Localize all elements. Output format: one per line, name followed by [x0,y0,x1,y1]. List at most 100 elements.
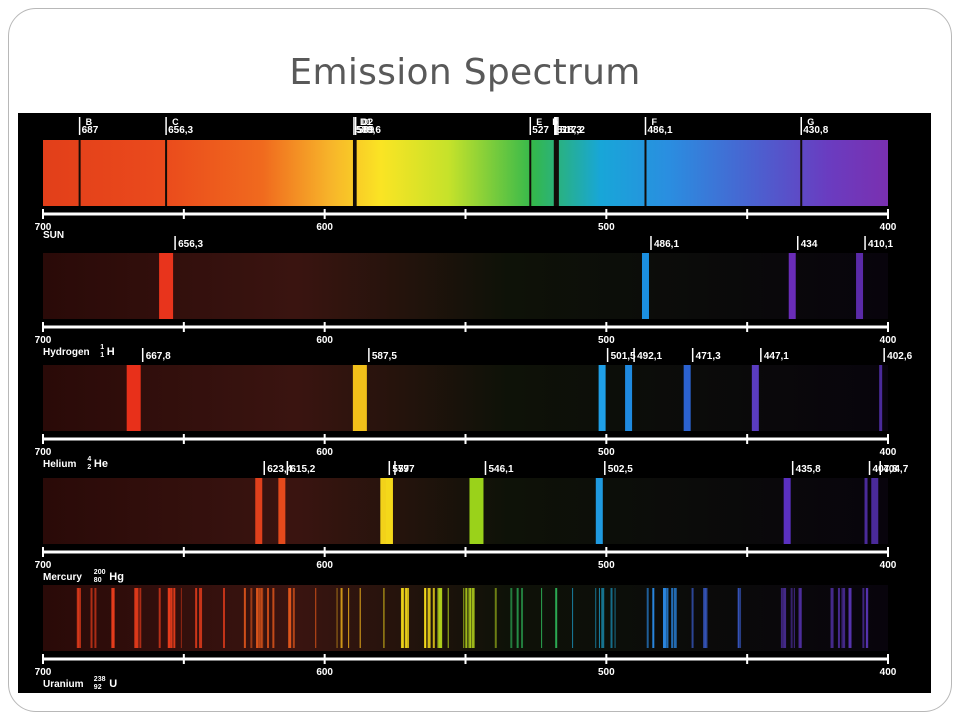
sun-axis-tick-label: 500 [598,222,615,233]
uranium-emission-line [848,588,852,648]
uranium-emission-line [348,588,350,648]
uranium-emission-line [288,588,292,648]
mercury-element-symbol: Hg [109,571,124,583]
sun-line-wavelength-label: 518,3 [557,125,582,136]
uranium-emission-line [223,588,226,648]
sun-absorption-line [644,140,647,206]
mercury-emission-line [595,478,603,544]
hydrogen-line-wavelength-label: 656,3 [178,239,203,250]
sun-line-wavelength-label: 517,2 [560,125,585,136]
helium-emission-line [683,365,691,431]
mercury-emission-line [278,478,286,544]
sun-line-wavelength-label: 486,1 [647,125,672,136]
sun-line-letter: C [172,117,179,127]
uranium-emission-line [272,588,275,648]
hydrogen-isotope-atomic-number: 1 [100,352,104,359]
uranium-emission-line [705,588,708,648]
uranium-axis-tick-label: 500 [598,667,615,678]
uranium-emission-line [664,588,667,648]
mercury-emission-line [871,478,879,544]
helium-line-wavelength-label: 402,6 [887,351,912,362]
uranium-emission-line [90,588,93,648]
sun-absorption-line [555,140,558,206]
helium-isotope-atomic-number: 2 [87,464,91,471]
mercury-emission-line [385,478,393,544]
uranium-emission-line [780,588,783,648]
uranium-emission-line [555,588,558,648]
sun-axis-tick-label: 400 [880,222,897,233]
uranium-emission-line [195,588,198,648]
helium-emission-line [751,365,759,431]
sun-spectrum-strip [43,140,888,206]
mercury-line-wavelength-label: 546,1 [488,464,513,475]
helium-emission-line [126,365,141,431]
helium-axis-tick-label: 400 [880,447,897,458]
hydrogen-element-name: Hydrogen [43,347,90,358]
uranium-axis-tick-label: 600 [316,667,333,678]
panel-helium: 667,8 587,5 501,5 492,1 471,3 447,1 402,6 700 60… [35,348,913,471]
hydrogen-axis-tick-label: 700 [35,335,52,346]
uranium-emission-line [258,588,261,648]
uranium-emission-line [737,588,739,648]
hydrogen-emission-line [856,253,864,319]
hydrogen-emission-line [788,253,796,319]
uranium-emission-line [406,588,410,648]
helium-element-symbol: He [94,458,108,470]
uranium-emission-line [383,588,385,648]
sun-element-name: SUN [43,230,64,241]
uranium-emission-line [843,588,846,648]
uranium-emission-line [783,588,787,648]
panel-hydrogen: 656,3 486,1 434 410,1 700 600 500 400 Hydrogen 11… [35,236,897,359]
uranium-emission-line [243,588,246,648]
uranium-emission-line [691,588,694,648]
uranium-emission-line [798,588,801,648]
uranium-emission-line [673,588,677,648]
sun-axis-tick-label: 600 [316,222,333,233]
uranium-emission-line [427,588,431,648]
mercury-element-name: Mercury [43,572,82,583]
uranium-emission-line [94,588,97,648]
uranium-emission-line [830,588,834,648]
helium-emission-line [352,365,367,431]
uranium-emission-line [601,588,605,648]
uranium-emission-line [652,588,655,648]
uranium-emission-line [866,588,869,648]
uranium-emission-line [167,588,171,648]
hydrogen-element-symbol: H [107,346,115,358]
uranium-emission-line [494,588,497,648]
uranium-emission-line [424,588,426,648]
uranium-axis-tick-label: 700 [35,667,52,678]
uranium-emission-line [336,588,338,648]
uranium-emission-line [180,588,182,648]
helium-line-wavelength-label: 471,3 [696,351,721,362]
uranium-emission-line [292,588,295,648]
uranium-emission-line [521,588,524,648]
mercury-isotope-atomic-number: 80 [94,577,102,584]
helium-axis-tick-label: 600 [316,447,333,458]
uranium-emission-line [77,588,81,648]
hydrogen-line-wavelength-label: 486,1 [654,239,679,250]
uranium-emission-line [469,588,472,648]
uranium-emission-line [463,588,465,648]
mercury-line-wavelength-label: 435,8 [796,464,821,475]
hydrogen-axis-tick-label: 400 [880,335,897,346]
uranium-emission-line [259,588,262,648]
uranium-emission-line [516,588,519,648]
uranium-emission-line [112,588,115,648]
mercury-emission-line [380,478,388,544]
helium-isotope-mass: 4 [87,456,91,463]
hydrogen-axis-tick-label: 500 [598,335,615,346]
hydrogen-line-wavelength-label: 410,1 [868,239,893,250]
uranium-emission-line [139,588,141,648]
mercury-line-wavelength-label: 615,2 [290,464,315,475]
helium-line-wavelength-label: 492,1 [637,351,662,362]
mercury-emission-line [255,478,263,544]
uranium-isotope-atomic-number: 92 [94,684,102,691]
helium-axis-tick-label: 700 [35,447,52,458]
uranium-emission-line [841,588,844,648]
hydrogen-spectrum-strip [43,253,888,319]
sun-line-wavelength-label: 589,6 [356,125,381,136]
uranium-emission-line [790,588,793,648]
uranium-emission-line [862,588,865,648]
mercury-emission-line [469,478,484,544]
